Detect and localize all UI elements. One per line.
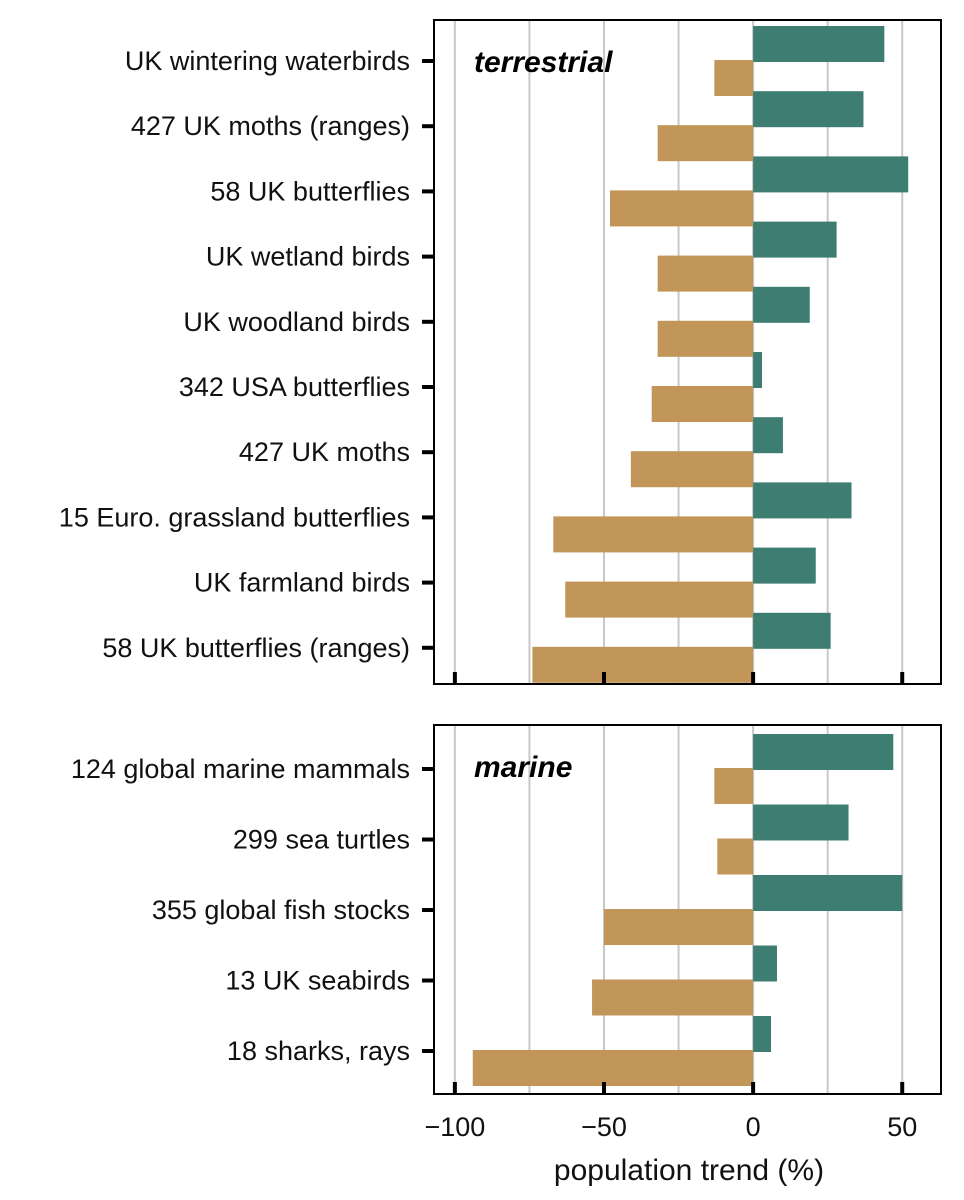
terrestrial-decline-bar: [630, 451, 754, 488]
terrestrial-increase-bar: [753, 91, 864, 128]
terrestrial-increase-bar: [753, 26, 885, 62]
terrestrial-bars: [532, 26, 909, 683]
x-tick-label: 50: [887, 1112, 917, 1142]
x-tick-labels: −100 −50 0 50: [424, 1112, 917, 1142]
x-tick-label: −50: [581, 1112, 627, 1142]
marine-increase-bar: [753, 734, 894, 770]
x-axis-title: population trend (%): [554, 1154, 824, 1187]
terrestrial-category-label: UK wintering waterbirds: [125, 46, 410, 76]
marine-frame: [433, 724, 942, 1095]
terrestrial-increase-bar: [753, 417, 783, 454]
terrestrial-category-label: UK farmland birds: [194, 568, 410, 598]
terrestrial-increase-bar: [753, 352, 763, 388]
terrestrial-increase-bar: [753, 482, 852, 519]
terrestrial-category-label: UK wetland birds: [206, 242, 410, 272]
marine-category-label: 18 sharks, rays: [227, 1036, 410, 1066]
terrestrial-decline-bar: [657, 125, 754, 162]
terrestrial-decline-bar: [657, 255, 754, 292]
terrestrial-panel: UK wintering waterbirds 427 UK moths (ran…: [59, 19, 942, 685]
terrestrial-category-labels: UK wintering waterbirds 427 UK moths (ran…: [59, 46, 410, 663]
marine-increase-bar: [753, 1016, 772, 1052]
marine-increase-bar: [753, 875, 903, 911]
terrestrial-frame: [433, 19, 942, 685]
x-tick-label: −100: [424, 1112, 485, 1142]
marine-ticks: [422, 767, 905, 1094]
marine-increase-bar: [753, 945, 777, 982]
terrestrial-category-label: 58 UK butterflies (ranges): [102, 633, 410, 663]
terrestrial-increase-bar: [753, 156, 909, 193]
terrestrial-ticks: [422, 59, 905, 684]
terrestrial-decline-bar: [609, 190, 754, 227]
terrestrial-category-label: UK woodland birds: [183, 307, 410, 337]
marine-decline-bar: [603, 909, 754, 945]
terrestrial-increase-bar: [753, 286, 810, 323]
terrestrial-category-label: 427 UK moths (ranges): [131, 111, 410, 141]
marine-increase-bar: [753, 804, 849, 841]
marine-bars: [472, 734, 903, 1086]
terrestrial-panel-label: terrestrial: [474, 46, 613, 79]
terrestrial-decline-bar: [651, 386, 754, 422]
marine-decline-bar: [592, 979, 754, 1016]
terrestrial-category-label: 58 UK butterflies: [210, 176, 410, 206]
terrestrial-decline-bar: [532, 646, 754, 683]
marine-panel: 124 global marine mammals 299 sea turtles…: [71, 724, 942, 1095]
terrestrial-decline-bar: [714, 60, 754, 96]
marine-category-labels: 124 global marine mammals 299 sea turtles…: [71, 754, 410, 1066]
marine-decline-bar: [472, 1050, 754, 1086]
terrestrial-category-label: 15 Euro. grassland butterflies: [59, 502, 410, 532]
terrestrial-increase-bar: [753, 221, 837, 258]
marine-panel-label: marine: [474, 751, 572, 784]
terrestrial-decline-bar: [553, 516, 754, 553]
marine-category-label: 299 sea turtles: [233, 825, 410, 855]
marine-decline-bar: [717, 838, 754, 875]
terrestrial-decline-bar: [657, 320, 754, 357]
x-tick-label: 0: [746, 1112, 761, 1142]
terrestrial-increase-bar: [753, 547, 816, 584]
marine-category-label: 355 global fish stocks: [152, 895, 410, 925]
marine-category-label: 13 UK seabirds: [225, 966, 410, 996]
marine-decline-bar: [714, 768, 754, 804]
terrestrial-increase-bar: [753, 612, 831, 649]
terrestrial-category-label: 427 UK moths: [239, 437, 410, 467]
terrestrial-category-label: 342 USA butterflies: [179, 372, 410, 402]
marine-category-label: 124 global marine mammals: [71, 754, 410, 784]
terrestrial-decline-bar: [565, 581, 754, 618]
